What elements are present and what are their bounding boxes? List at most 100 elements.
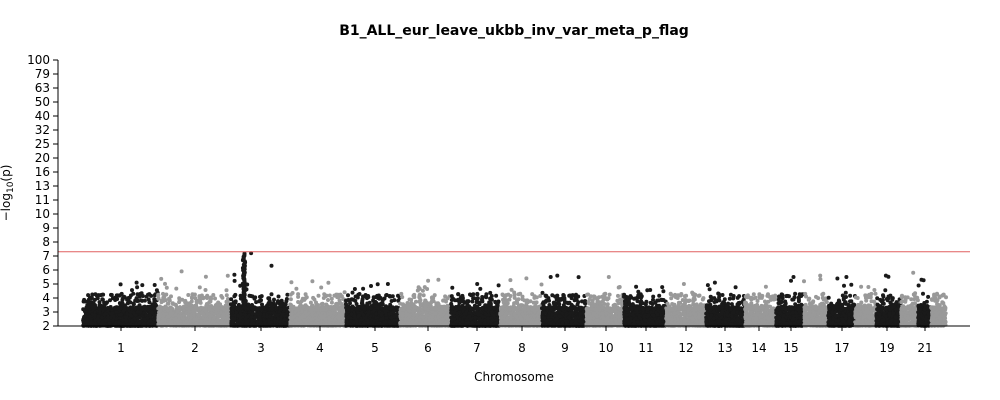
point-chr2 <box>186 293 191 297</box>
point-chr2 <box>169 320 174 325</box>
point-chr1 <box>154 288 159 293</box>
point-chr2 <box>212 312 217 316</box>
point-chr2 <box>177 322 181 327</box>
point-chr1 <box>126 307 131 312</box>
point-chr1 <box>101 292 106 297</box>
point-chr1 <box>108 298 112 303</box>
point-chr1 <box>81 318 85 323</box>
point-chr1 <box>135 316 140 321</box>
point-chr1 <box>95 296 100 301</box>
point-chr3 <box>276 316 281 321</box>
point-chr2 <box>158 306 163 311</box>
y-axis-label-prefix: −log <box>0 193 13 221</box>
point-chr3 <box>233 300 238 305</box>
point-chr1 <box>137 305 142 310</box>
point-chr3 <box>249 322 253 326</box>
point-chr2 <box>175 305 180 310</box>
point-chr2 <box>174 286 179 291</box>
point-chr3 <box>253 315 257 320</box>
point-chr3 <box>270 316 274 321</box>
point-chr2 <box>202 321 207 326</box>
point-chr3 <box>250 306 255 311</box>
point-chr3 <box>283 302 288 307</box>
point-chr2 <box>213 306 218 311</box>
point-chr3 <box>260 302 264 307</box>
point-chr4 <box>312 297 317 302</box>
point-chr2 <box>219 310 223 315</box>
point-chr1 <box>131 302 136 307</box>
point-chr4 <box>338 307 343 312</box>
point-chr4 <box>299 299 304 304</box>
point-chr1 <box>139 291 144 296</box>
point-chr1 <box>86 305 91 310</box>
point-chr4 <box>335 323 340 328</box>
point-chr2 <box>196 313 201 318</box>
point-chr3 <box>243 322 248 326</box>
point-chr4 <box>316 293 321 298</box>
point-chr4 <box>331 314 335 319</box>
point-chr1 <box>86 300 91 304</box>
point-chr2 <box>179 269 184 274</box>
point-chr2 <box>164 306 169 310</box>
point-chr2 <box>161 295 166 300</box>
point-chr5 <box>344 318 349 323</box>
point-chr2 <box>220 295 225 300</box>
point-chr4 <box>304 295 309 300</box>
point-chr4 <box>321 315 326 320</box>
point-chr1 <box>99 303 104 308</box>
point-chr4 <box>308 300 313 305</box>
point-chr1 <box>81 323 85 328</box>
point-chr1 <box>81 307 86 312</box>
point-chr1 <box>116 307 121 311</box>
point-chr3 <box>229 297 234 302</box>
point-chr1 <box>147 292 152 297</box>
point-chr2 <box>207 320 211 325</box>
point-chr1 <box>145 316 150 320</box>
point-chr2 <box>162 317 167 322</box>
point-chr3 <box>231 323 235 328</box>
point-chr2 <box>208 299 213 304</box>
point-chr2 <box>190 295 194 300</box>
point-chr2 <box>199 321 203 326</box>
point-chr2 <box>203 288 208 292</box>
point-chr3 <box>231 317 236 321</box>
point-chr1 <box>111 318 115 323</box>
point-chr2 <box>209 304 214 309</box>
y-axis-label: −log10(p) <box>0 165 16 222</box>
point-chr4 <box>319 285 324 290</box>
point-chr2 <box>203 274 208 279</box>
point-chr4 <box>315 321 320 326</box>
point-chr1 <box>107 321 112 325</box>
point-chr1 <box>109 293 114 297</box>
point-chr1 <box>101 319 105 324</box>
point-chr1 <box>84 320 89 325</box>
point-chr2 <box>189 319 193 323</box>
point-chr3 <box>285 292 290 297</box>
point-chr4 <box>327 316 331 320</box>
point-chr3 <box>250 318 254 323</box>
point-chr3 <box>267 320 272 325</box>
point-chr2 <box>211 319 215 323</box>
point-chr4 <box>294 286 299 291</box>
point-chr2 <box>165 314 170 319</box>
point-chr1 <box>82 315 86 319</box>
point-chr4 <box>288 316 293 321</box>
point-chr3 <box>253 295 258 300</box>
point-chr3 <box>276 294 281 299</box>
point-chr3 <box>282 321 287 326</box>
point-chr3 <box>232 278 237 283</box>
point-chr1 <box>120 296 125 301</box>
point-chr2 <box>177 296 182 301</box>
point-chr3 <box>235 306 240 311</box>
point-chr1 <box>118 282 123 287</box>
point-chr4 <box>289 313 294 317</box>
point-chr3 <box>258 311 263 316</box>
point-chr1 <box>112 314 116 319</box>
point-chr4 <box>305 305 309 310</box>
point-chr2 <box>193 303 198 308</box>
point-chr2 <box>224 288 229 293</box>
point-chr2 <box>198 300 203 305</box>
point-chr4 <box>296 292 301 297</box>
point-chr1 <box>128 313 133 318</box>
point-chr2 <box>196 306 201 311</box>
